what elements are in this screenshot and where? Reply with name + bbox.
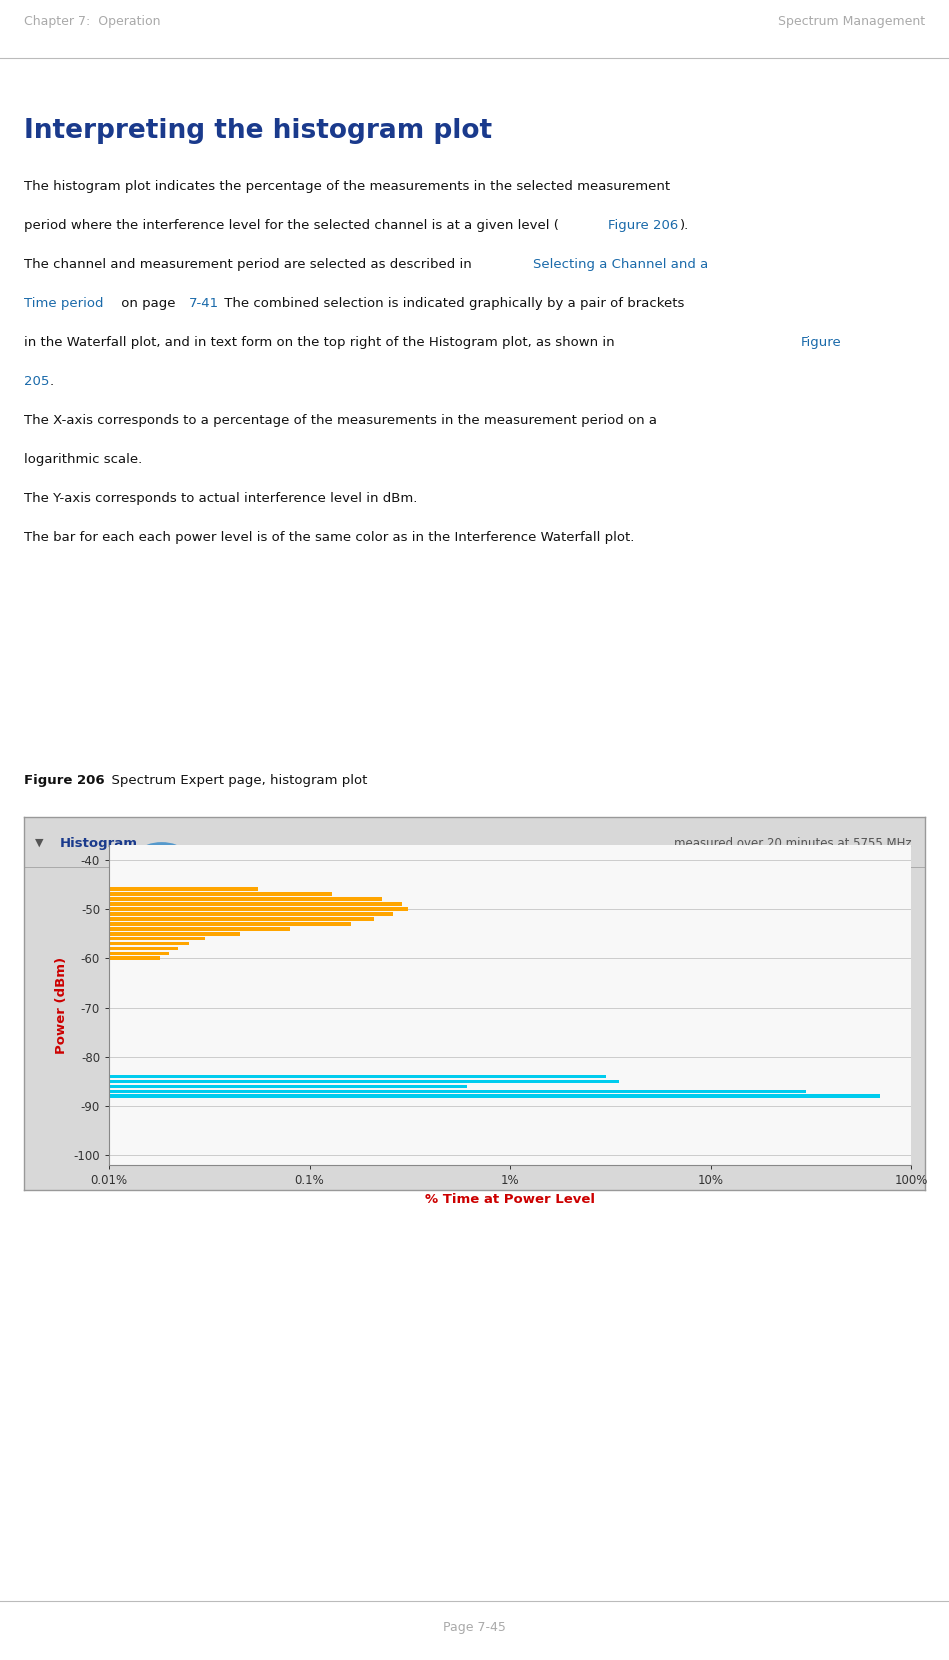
Bar <box>109 931 240 936</box>
Text: ).: ). <box>680 219 689 232</box>
Bar <box>109 1079 620 1084</box>
Text: i: i <box>160 845 163 855</box>
Text: The channel and measurement period are selected as described in: The channel and measurement period are s… <box>24 259 475 271</box>
Bar <box>109 946 177 950</box>
Bar <box>109 903 402 906</box>
Text: Figure 206: Figure 206 <box>24 774 104 787</box>
Text: Chapter 7:  Operation: Chapter 7: Operation <box>24 15 160 28</box>
Text: Spectrum Expert page, histogram plot: Spectrum Expert page, histogram plot <box>103 774 367 787</box>
Bar <box>109 893 332 896</box>
Bar <box>109 888 257 891</box>
Text: in the Waterfall plot, and in text form on the top right of the Histogram plot, : in the Waterfall plot, and in text form … <box>24 335 619 349</box>
Text: Spectrum Management: Spectrum Management <box>778 15 925 28</box>
Bar <box>109 926 290 931</box>
Bar <box>109 951 170 954</box>
Bar <box>109 956 160 959</box>
Text: .: . <box>50 375 54 388</box>
Text: Histogram: Histogram <box>60 837 138 850</box>
Text: The combined selection is indicated graphically by a pair of brackets: The combined selection is indicated grap… <box>220 297 684 310</box>
Text: measured over 20 minutes at 5755 MHz: measured over 20 minutes at 5755 MHz <box>674 837 912 850</box>
Text: Interpreting the histogram plot: Interpreting the histogram plot <box>24 118 492 144</box>
Bar <box>109 1094 880 1099</box>
Text: Time period: Time period <box>24 297 103 310</box>
Circle shape <box>141 842 181 858</box>
Y-axis label: Power (dBm): Power (dBm) <box>55 956 68 1054</box>
Text: The bar for each each power level is of the same color as in the Interference Wa: The bar for each each power level is of … <box>24 531 634 544</box>
Text: 205: 205 <box>24 375 49 388</box>
Bar <box>109 941 189 945</box>
Text: logarithmic scale.: logarithmic scale. <box>24 453 142 466</box>
Bar <box>109 911 393 916</box>
Bar <box>109 1074 606 1079</box>
X-axis label: % Time at Power Level: % Time at Power Level <box>425 1194 595 1205</box>
Text: Figure 206: Figure 206 <box>608 219 679 232</box>
Text: Figure: Figure <box>801 335 842 349</box>
Text: The X-axis corresponds to a percentage of the measurements in the measurement pe: The X-axis corresponds to a percentage o… <box>24 413 657 427</box>
Bar <box>109 1089 807 1094</box>
Bar <box>109 936 205 941</box>
Bar <box>109 898 382 901</box>
Bar <box>109 906 408 911</box>
Text: Selecting a Channel and a: Selecting a Channel and a <box>533 259 708 271</box>
Bar <box>109 921 350 926</box>
Text: period where the interference level for the selected channel is at a given level: period where the interference level for … <box>24 219 559 232</box>
Bar <box>109 916 374 921</box>
Text: The Y-axis corresponds to actual interference level in dBm.: The Y-axis corresponds to actual interfe… <box>24 491 418 505</box>
Text: The histogram plot indicates the percentage of the measurements in the selected : The histogram plot indicates the percent… <box>24 181 670 193</box>
Text: ▼: ▼ <box>34 837 43 847</box>
Text: on page: on page <box>118 297 180 310</box>
Text: Page 7-45: Page 7-45 <box>443 1622 506 1633</box>
Text: 7-41: 7-41 <box>189 297 219 310</box>
Bar <box>109 1084 467 1089</box>
